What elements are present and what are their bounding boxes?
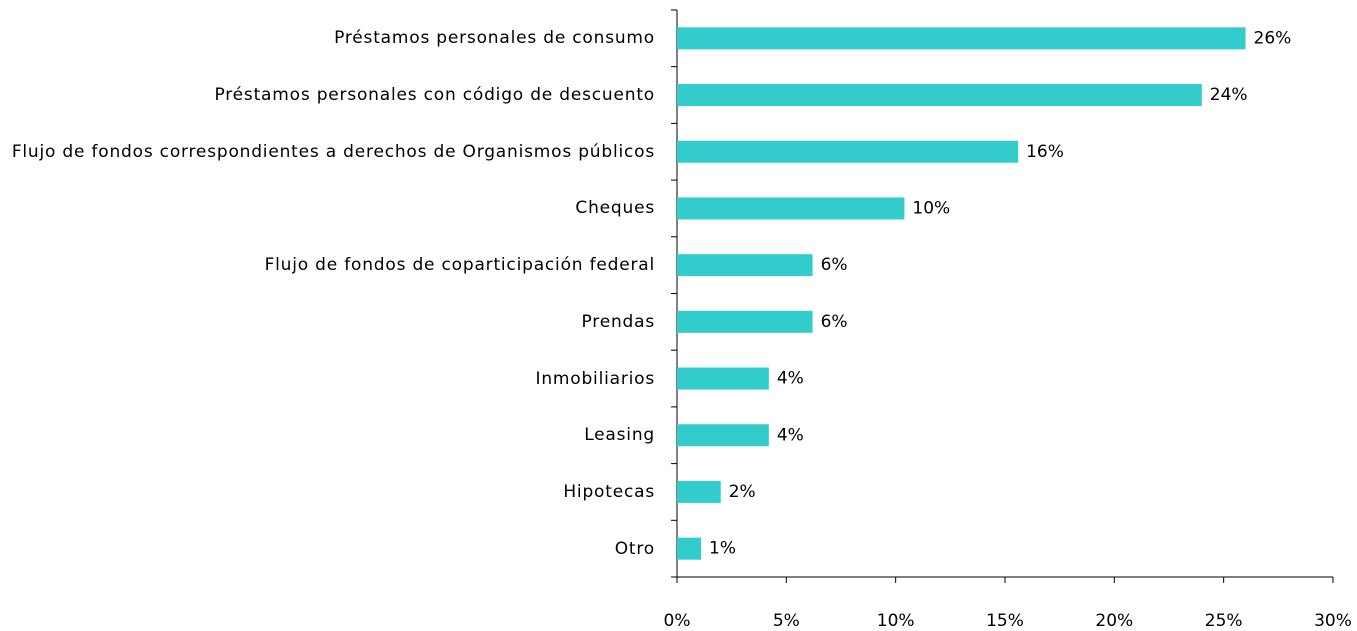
category-label: Leasing [584, 425, 655, 446]
bar [677, 310, 813, 333]
value-label: 24% [1210, 85, 1248, 105]
value-label: 2% [729, 482, 756, 502]
value-label: 10% [912, 198, 950, 218]
category-label: Prendas [581, 311, 655, 332]
value-label: 1% [709, 539, 736, 559]
x-tick-label: 10% [877, 611, 915, 631]
category-label: Préstamos personales con código de descu… [214, 85, 655, 106]
category-label: Inmobiliarios [535, 368, 655, 389]
category-label: Flujo de fondos de coparticipación feder… [264, 255, 655, 276]
bar [677, 537, 702, 560]
category-label: Cheques [575, 198, 655, 219]
x-tick-label: 25% [1205, 611, 1243, 631]
bar [677, 367, 769, 390]
bar [677, 27, 1246, 50]
category-label: Hipotecas [563, 481, 655, 502]
bar [677, 197, 905, 220]
x-tick-label: 20% [1095, 611, 1133, 631]
category-label: Otro [614, 538, 655, 559]
bar [677, 84, 1202, 107]
x-tick-label: 15% [986, 611, 1024, 631]
value-label: 4% [777, 369, 804, 389]
value-label: 26% [1254, 28, 1292, 48]
x-tick-label: 0% [664, 611, 691, 631]
bar [677, 254, 813, 277]
bar [677, 480, 721, 503]
x-tick-label: 5% [773, 611, 800, 631]
category-label: Préstamos personales de consumo [334, 28, 655, 49]
bar [677, 424, 769, 447]
bar [677, 140, 1019, 163]
value-label: 6% [821, 255, 848, 275]
x-tick-label: 30% [1314, 611, 1352, 631]
value-label: 6% [821, 312, 848, 332]
category-label: Flujo de fondos correspondientes a derec… [11, 141, 655, 162]
value-label: 4% [777, 425, 804, 445]
value-label: 16% [1026, 142, 1064, 162]
